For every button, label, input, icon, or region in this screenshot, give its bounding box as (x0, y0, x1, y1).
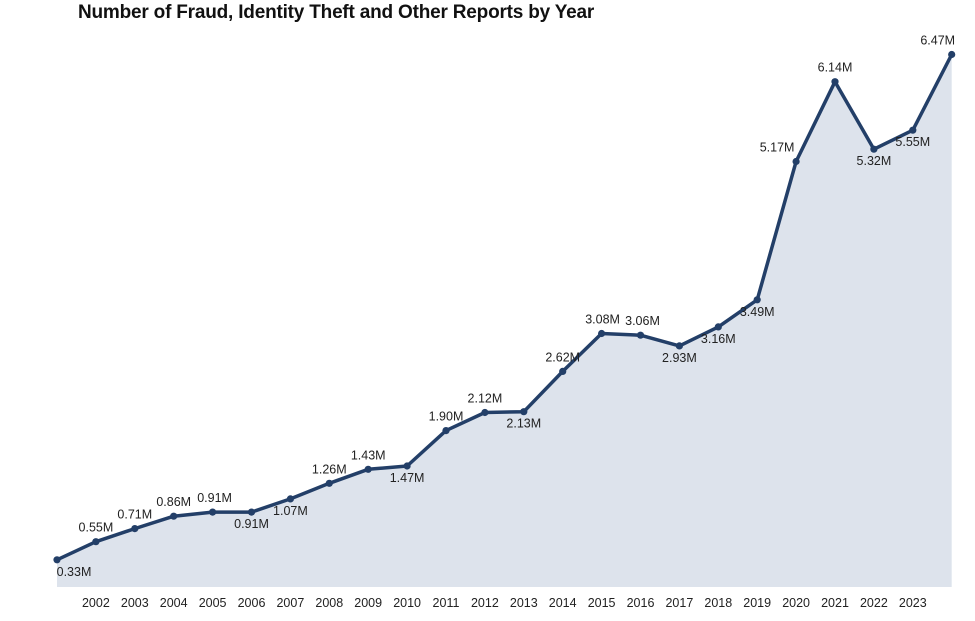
data-label-2009: 1.43M (351, 448, 386, 462)
data-point-2012 (481, 408, 489, 417)
data-point-2021 (831, 78, 839, 86)
data-label-2023: 5.55M (895, 135, 930, 149)
x-tick-label-2022: 2022 (860, 596, 888, 610)
x-tick-label-2011: 2011 (433, 596, 460, 610)
data-label-2013: 2.13M (506, 417, 541, 431)
x-tick-label-2015: 2015 (588, 596, 616, 610)
data-point-2016 (636, 331, 645, 339)
data-label-2016: 3.06M (625, 314, 660, 328)
data-label-2005: 0.91M (197, 491, 232, 505)
area-fill (57, 54, 952, 587)
data-point-2015 (598, 329, 606, 338)
x-tick-label-2004: 2004 (160, 596, 188, 610)
data-label-2018: 3.16M (701, 332, 736, 346)
data-point-2007 (286, 495, 294, 503)
x-tick-label-2023: 2023 (899, 596, 927, 610)
data-label-2008: 1.26M (312, 462, 347, 476)
x-tick-label-2019: 2019 (743, 596, 771, 610)
x-tick-label-2018: 2018 (704, 596, 732, 610)
data-point-2004 (170, 512, 178, 520)
data-point-2009 (364, 465, 372, 473)
x-tick-label-2009: 2009 (354, 596, 382, 610)
data-point-2020 (792, 157, 800, 166)
data-label-2007: 1.07M (273, 504, 308, 518)
data-point-2008 (325, 479, 333, 487)
x-axis-ticks: 2002 2003 2004 2005 2006 2007 2008 2009 2010 2011… (82, 596, 927, 610)
points-layer (53, 50, 956, 564)
data-point-2019 (753, 296, 761, 304)
x-tick-label-2021: 2021 (821, 596, 849, 610)
x-tick-label-2007: 2007 (276, 596, 304, 610)
data-point-2003 (131, 525, 139, 533)
data-label-2021: 6.14M (818, 61, 853, 75)
data-label-2004: 0.86M (156, 495, 191, 509)
x-tick-label-2020: 2020 (782, 596, 810, 610)
series-line (55, 52, 954, 562)
data-label-2019: 3.49M (740, 305, 775, 319)
x-tick-label-2008: 2008 (315, 596, 343, 610)
data-label-2020: 5.17M (760, 141, 795, 155)
area-layer (57, 54, 952, 587)
data-label-2015: 3.08M (585, 313, 620, 327)
data-point-2013 (520, 408, 528, 416)
data-label-2022: 5.32M (857, 154, 892, 168)
data-label-2012: 2.12M (468, 392, 503, 406)
x-tick-label-2016: 2016 (627, 596, 655, 610)
data-point-2011 (442, 427, 450, 435)
data-label-2010: 1.47M (390, 471, 425, 485)
line-layer (55, 52, 954, 562)
data-label-2002: 0.55M (79, 521, 114, 535)
x-tick-label-2003: 2003 (121, 596, 149, 610)
data-label-2024: 6.47M (920, 34, 955, 48)
x-tick-label-2014: 2014 (549, 596, 577, 610)
data-point-2010 (403, 462, 411, 470)
x-tick-label-2010: 2010 (393, 596, 421, 610)
data-point-2006 (247, 508, 256, 516)
chart-title: Number of Fraud, Identity Theft and Othe… (78, 2, 595, 23)
data-label-2003: 0.71M (117, 508, 152, 522)
data-point-2014 (559, 367, 567, 375)
x-tick-label-2002: 2002 (82, 596, 110, 610)
x-tick-label-2017: 2017 (665, 596, 693, 610)
x-tick-label-2005: 2005 (199, 596, 227, 610)
data-point-2024 (948, 50, 956, 59)
data-point-2023 (909, 126, 917, 134)
data-point-2018 (714, 323, 722, 331)
data-label-2017: 2.93M (662, 351, 697, 365)
x-tick-label-2006: 2006 (238, 596, 266, 610)
data-label-2001: 0.33M (57, 565, 92, 579)
data-label-2011: 1.90M (429, 410, 464, 424)
data-label-2014: 2.62M (545, 350, 580, 364)
x-tick-label-2013: 2013 (510, 596, 538, 610)
data-label-2006: 0.91M (234, 517, 269, 531)
data-point-2005 (209, 508, 217, 516)
data-point-2002 (92, 538, 100, 546)
x-tick-label-2012: 2012 (471, 596, 499, 610)
data-point-2022 (870, 145, 878, 153)
data-point-2001 (53, 556, 61, 564)
data-point-2017 (675, 342, 684, 350)
